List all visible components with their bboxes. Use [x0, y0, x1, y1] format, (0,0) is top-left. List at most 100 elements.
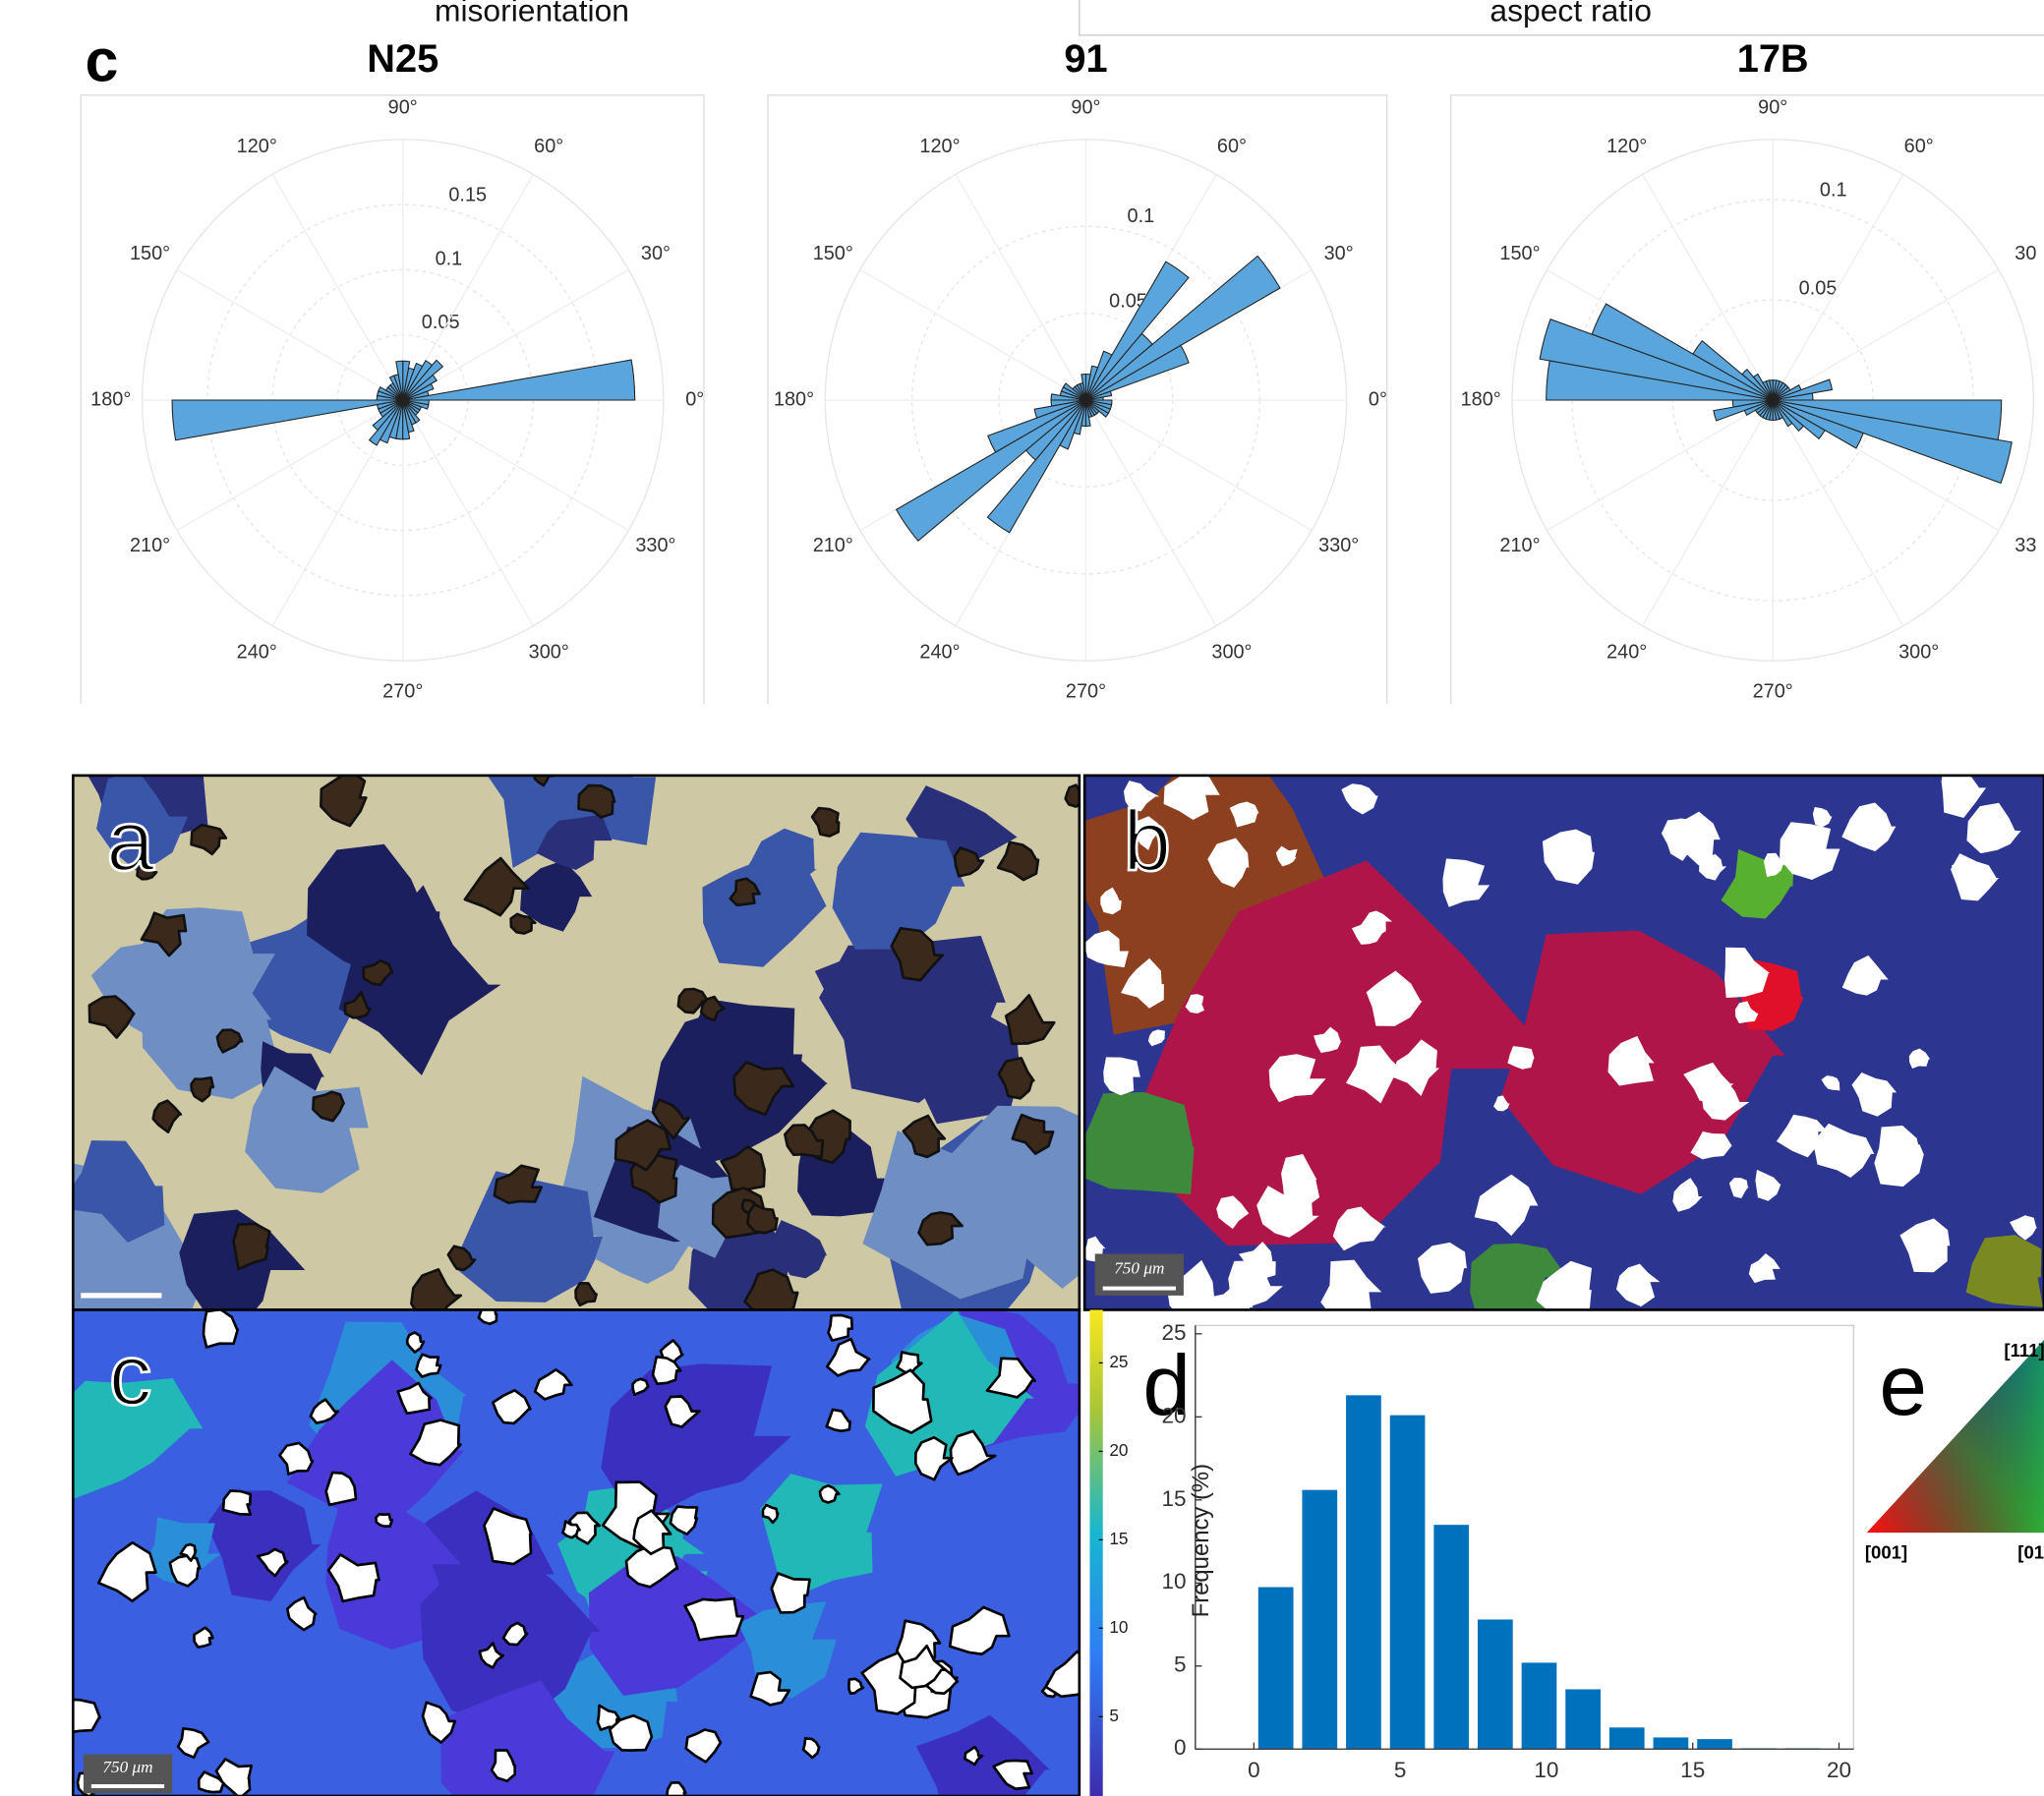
texture	[1536, 1260, 1593, 1310]
y-tick-label: 20	[1162, 1403, 1187, 1427]
rose-petal	[1084, 365, 1099, 401]
texture	[1813, 1123, 1875, 1179]
spoke	[1085, 399, 1313, 532]
texture	[440, 1680, 615, 1796]
x-tick-label: 5	[1394, 1758, 1407, 1782]
texture	[197, 1770, 226, 1794]
texture	[73, 1377, 204, 1499]
texture	[770, 1572, 811, 1614]
texture	[1728, 1178, 1749, 1198]
texture	[651, 1355, 682, 1385]
texture	[1314, 1026, 1342, 1054]
theta-tick-label: 150°	[1499, 243, 1540, 264]
theta-tick-label: 60°	[1904, 136, 1934, 157]
rose-petal	[402, 359, 636, 401]
texture	[810, 806, 841, 838]
texture	[326, 1552, 380, 1603]
texture	[632, 1509, 672, 1555]
texture	[1723, 947, 1771, 999]
theta-tick-label: 210°	[1499, 535, 1540, 556]
texture	[631, 1377, 650, 1397]
texture	[1672, 1178, 1703, 1212]
texture	[1908, 1048, 1931, 1070]
texture	[176, 1726, 210, 1760]
theta-tick-label: 270°	[382, 680, 423, 702]
texture	[405, 1331, 426, 1354]
texture	[307, 843, 440, 979]
theta-tick-label: 270°	[1066, 680, 1106, 702]
texture	[1351, 919, 1382, 945]
theta-tick-label: 300°	[529, 641, 569, 663]
texture	[1442, 858, 1490, 907]
spoke	[402, 399, 534, 627]
spoke	[1642, 399, 1774, 627]
texture	[1734, 1001, 1759, 1024]
rose-petal	[402, 362, 424, 401]
texture	[168, 1554, 202, 1588]
theta-tick-label: 180°	[90, 388, 131, 410]
texture	[1207, 838, 1250, 889]
texture	[312, 1090, 345, 1123]
texture	[992, 1759, 1033, 1791]
texture	[1391, 1039, 1440, 1097]
texture	[320, 775, 368, 828]
texture	[1851, 1072, 1898, 1117]
texture	[1203, 1284, 1254, 1310]
texture	[533, 1367, 573, 1401]
theta-tick-label: 60°	[534, 136, 563, 157]
y-tick-label: 15	[1162, 1486, 1187, 1511]
theta-tick-label: 210°	[130, 535, 170, 556]
texture	[1124, 860, 1562, 1246]
texture	[1341, 783, 1378, 815]
texture	[720, 1145, 766, 1191]
scale-bar	[81, 1293, 162, 1299]
texture	[136, 862, 158, 881]
texture	[463, 856, 530, 917]
texture	[825, 1408, 851, 1432]
texture	[899, 1644, 947, 1690]
texture	[784, 1124, 825, 1159]
rose-petal	[1773, 399, 2003, 441]
colorbar-tick-label: 5	[1109, 1706, 1119, 1725]
texture	[452, 1171, 607, 1303]
texture	[362, 958, 394, 987]
texture	[1064, 783, 1080, 808]
texture	[743, 1268, 799, 1310]
texture	[1084, 1092, 1195, 1194]
texture	[985, 1357, 1036, 1399]
texture	[1661, 818, 1700, 861]
texture	[1332, 1206, 1386, 1251]
texture	[1899, 1218, 1951, 1273]
ipf-label: [01	[2017, 1541, 2044, 1562]
rose-petal	[1059, 399, 1086, 450]
texture	[190, 1076, 215, 1103]
texture	[493, 1164, 543, 1205]
theta-tick-label: 150°	[813, 243, 853, 264]
texture	[1103, 1057, 1140, 1096]
texture	[421, 1701, 457, 1744]
bar	[1433, 1525, 1470, 1750]
rose-petal	[379, 399, 404, 444]
texture	[415, 1353, 442, 1378]
theta-tick-label: 180°	[774, 388, 814, 410]
rose-petal	[1772, 399, 2013, 485]
texture	[509, 912, 537, 935]
theta-tick-label: 300°	[1211, 641, 1252, 663]
texture	[1216, 1195, 1250, 1230]
texture	[665, 1781, 687, 1796]
caption: aspect ratio	[1489, 0, 1651, 29]
bar	[1477, 1619, 1513, 1750]
texture	[1147, 1029, 1166, 1047]
rose-petal	[1085, 261, 1190, 401]
colorbar-tick-label: 25	[1109, 1352, 1128, 1371]
colorbar-tick-label: 15	[1109, 1529, 1128, 1548]
texture	[1268, 1054, 1326, 1103]
theta-tick-label: 90°	[1758, 96, 1787, 118]
chart-title: 17B	[1737, 37, 1809, 81]
texture	[396, 1381, 433, 1416]
r-tick-label: 0.1	[1128, 205, 1155, 227]
spoke	[402, 268, 629, 401]
texture	[151, 1099, 183, 1133]
scale-bar-label: 750 μm	[102, 1758, 152, 1776]
